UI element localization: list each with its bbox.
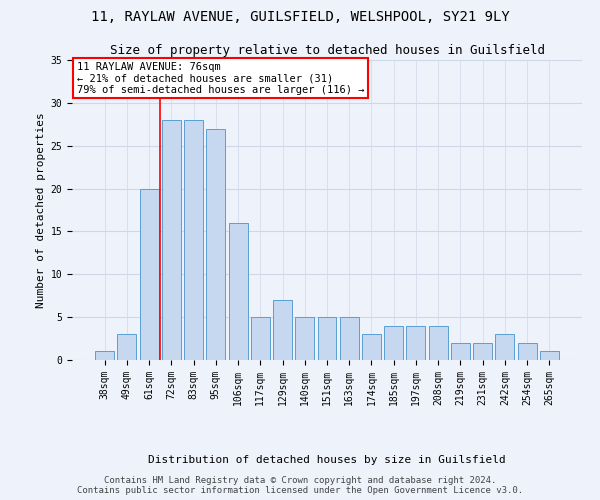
X-axis label: Distribution of detached houses by size in Guilsfield: Distribution of detached houses by size … [148, 455, 506, 465]
Bar [496, 334, 514, 360]
Bar [229, 223, 248, 360]
Bar [384, 326, 403, 360]
Text: 11, RAYLAW AVENUE, GUILSFIELD, WELSHPOOL, SY21 9LY: 11, RAYLAW AVENUE, GUILSFIELD, WELSHPOOL… [91, 10, 509, 24]
Bar [295, 317, 314, 360]
Bar [273, 300, 292, 360]
Bar [451, 343, 470, 360]
Bar [406, 326, 425, 360]
Title: Size of property relative to detached houses in Guilsfield: Size of property relative to detached ho… [110, 44, 545, 58]
Bar [140, 188, 158, 360]
Bar [251, 317, 270, 360]
Bar [340, 317, 359, 360]
Bar [95, 352, 114, 360]
Text: Contains HM Land Registry data © Crown copyright and database right 2024.
Contai: Contains HM Land Registry data © Crown c… [77, 476, 523, 495]
Bar [429, 326, 448, 360]
Bar [206, 128, 225, 360]
Bar [118, 334, 136, 360]
Bar [518, 343, 536, 360]
Bar [317, 317, 337, 360]
Text: 11 RAYLAW AVENUE: 76sqm
← 21% of detached houses are smaller (31)
79% of semi-de: 11 RAYLAW AVENUE: 76sqm ← 21% of detache… [77, 62, 365, 94]
Bar [162, 120, 181, 360]
Bar [362, 334, 381, 360]
Y-axis label: Number of detached properties: Number of detached properties [37, 112, 46, 308]
Bar [184, 120, 203, 360]
Bar [540, 352, 559, 360]
Bar [473, 343, 492, 360]
